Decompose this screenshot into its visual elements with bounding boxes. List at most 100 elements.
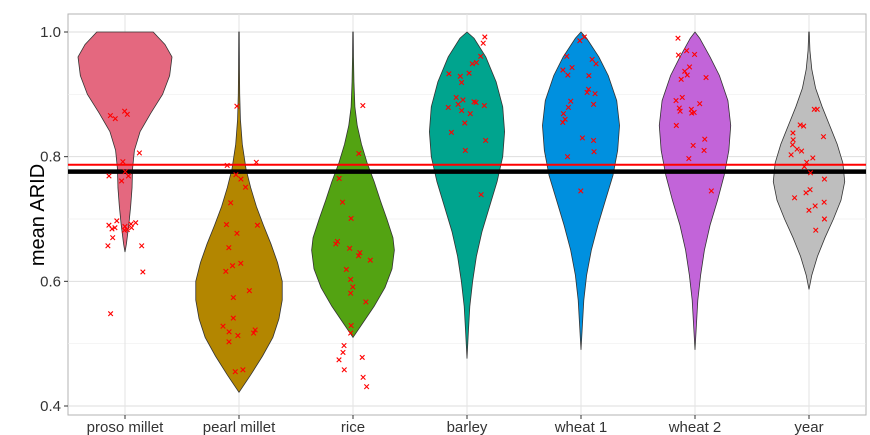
- data-point: [689, 110, 695, 116]
- data-point: [105, 243, 111, 249]
- x-tick-label: proso millet: [87, 419, 165, 435]
- data-point: [336, 175, 342, 182]
- data-point: [363, 299, 369, 305]
- data-point: [234, 103, 240, 109]
- x-axis-ticks: proso millet pearl millet rice barley wheat …: [87, 415, 824, 435]
- data-point: [226, 329, 232, 335]
- data-point: [686, 155, 692, 162]
- data-point: [679, 94, 685, 101]
- data-point: [112, 115, 118, 122]
- data-point: [708, 188, 715, 194]
- x-tick-label: year: [794, 419, 823, 435]
- data-point: [820, 134, 827, 140]
- data-point: [110, 235, 116, 241]
- data-point: [473, 99, 479, 106]
- data-point: [462, 120, 468, 126]
- data-point: [686, 64, 693, 70]
- data-point: [357, 249, 363, 256]
- data-point: [807, 187, 813, 193]
- data-point: [677, 108, 683, 114]
- data-point: [473, 59, 480, 66]
- data-point: [586, 72, 592, 79]
- data-point: [235, 332, 241, 339]
- data-point: [673, 97, 679, 104]
- data-point: [812, 203, 818, 209]
- data-point: [226, 244, 232, 251]
- data-point: [590, 137, 597, 144]
- data-point: [446, 71, 452, 77]
- y-axis-title: mean ARID: [27, 164, 49, 266]
- data-point: [140, 269, 146, 275]
- data-point: [121, 227, 128, 233]
- data-point: [238, 176, 244, 182]
- data-point: [589, 56, 595, 63]
- data-point: [457, 73, 463, 79]
- data-point: [227, 200, 234, 206]
- data-point: [690, 142, 696, 149]
- data-point: [122, 168, 128, 175]
- data-point: [678, 76, 684, 83]
- violin-proso-millet: [77, 31, 173, 253]
- data-point: [569, 64, 575, 71]
- data-point: [234, 230, 240, 237]
- data-point: [790, 130, 796, 136]
- y-axis-ticks: 0.4 0.6 0.8 1.0: [40, 24, 68, 415]
- data-point: [591, 148, 597, 155]
- data-point: [469, 61, 476, 67]
- data-point: [565, 72, 571, 78]
- data-point: [347, 276, 354, 283]
- data-point: [458, 107, 465, 114]
- data-point: [581, 34, 588, 40]
- data-point: [367, 257, 373, 263]
- y-tick-label: 1.0: [40, 24, 61, 41]
- data-point: [229, 263, 236, 269]
- data-point: [590, 101, 597, 107]
- data-point: [445, 104, 451, 111]
- data-point: [482, 137, 489, 144]
- x-tick-label: rice: [341, 419, 365, 435]
- data-point: [106, 173, 112, 179]
- data-point: [220, 323, 226, 329]
- data-point: [813, 227, 819, 233]
- data-point: [226, 339, 232, 345]
- data-point: [797, 122, 803, 128]
- data-point: [120, 158, 126, 165]
- data-point: [560, 110, 567, 117]
- data-point: [125, 173, 132, 179]
- data-point: [788, 152, 794, 158]
- data-point: [577, 38, 583, 44]
- data-point: [107, 112, 114, 119]
- data-point: [684, 72, 690, 78]
- data-point: [560, 67, 566, 73]
- x-tick-label: pearl millet: [203, 419, 276, 435]
- data-point: [676, 105, 682, 111]
- data-point: [467, 110, 473, 117]
- data-point: [675, 52, 682, 58]
- data-point: [584, 89, 590, 96]
- data-point: [800, 123, 807, 129]
- data-point: [223, 221, 230, 228]
- data-point: [565, 104, 572, 111]
- data-point: [136, 150, 143, 156]
- data-point: [579, 135, 586, 141]
- data-point: [240, 367, 246, 373]
- violin-pearl-millet: [195, 31, 283, 394]
- data-point: [360, 102, 366, 109]
- data-point: [341, 342, 347, 349]
- data-point: [478, 192, 484, 198]
- data-point: [224, 162, 230, 169]
- data-point: [348, 322, 354, 329]
- data-point: [458, 79, 465, 86]
- data-point: [333, 241, 339, 247]
- data-point: [223, 268, 229, 275]
- data-point: [460, 97, 466, 103]
- data-point: [578, 188, 584, 194]
- data-point: [807, 170, 814, 176]
- data-point: [811, 106, 817, 112]
- data-point: [252, 327, 258, 333]
- data-point: [675, 35, 681, 41]
- y-tick-label: 0.4: [40, 398, 61, 415]
- data-point: [801, 163, 808, 170]
- data-point: [246, 287, 253, 294]
- data-point: [562, 116, 568, 122]
